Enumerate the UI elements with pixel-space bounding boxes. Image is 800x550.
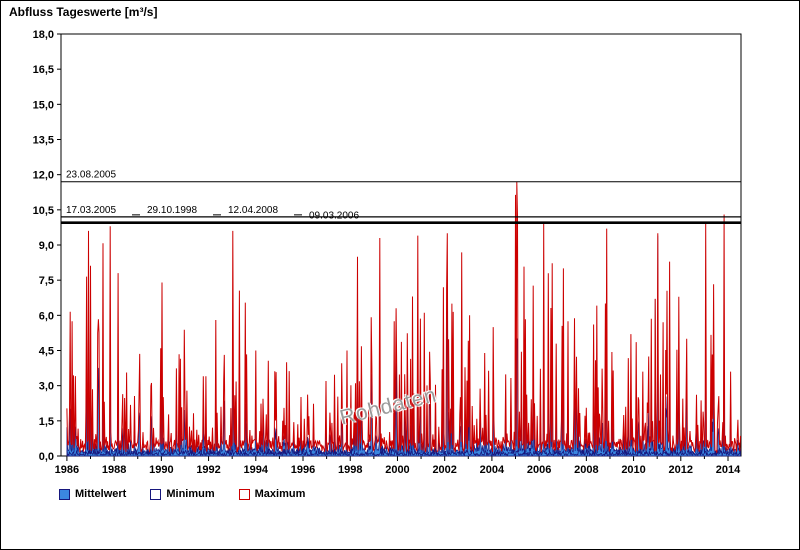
x-tick-label: 1992 (196, 464, 220, 476)
x-tick-label: 2010 (621, 464, 645, 476)
x-tick-label: 2006 (527, 464, 551, 476)
chart-title: Abfluss Tageswerte [m³/s] (9, 5, 158, 19)
x-tick-label: 1996 (291, 464, 315, 476)
legend-label-mittelwert: Mittelwert (75, 488, 127, 500)
legend-item-minimum: Minimum (150, 488, 215, 500)
y-tick-label: 9,0 (39, 240, 54, 252)
y-tick-label: 1,5 (39, 416, 54, 428)
maximum-swatch-icon (238, 488, 250, 500)
x-tick-label: 1990 (149, 464, 173, 476)
annotation-label: 29.10.1998 (147, 205, 197, 216)
maximum-series (66, 181, 741, 454)
x-tick-label: 2012 (669, 464, 693, 476)
y-tick-label: 12,0 (33, 170, 54, 182)
mittelwert-swatch-icon (59, 488, 70, 500)
minimum-swatch-icon (150, 488, 162, 500)
y-tick-label: 16,5 (33, 64, 54, 76)
legend-label-minimum: Minimum (166, 488, 215, 500)
x-tick-label: 2004 (480, 464, 505, 476)
annotation-label: 17.03.2005 (66, 205, 116, 216)
x-tick-label: 2014 (716, 464, 741, 476)
x-tick-label: 2002 (432, 464, 456, 476)
x-tick-label: 1994 (244, 464, 269, 476)
annotation-label: 23.08.2005 (66, 170, 116, 181)
annotation-label: 12.04.2008 (228, 205, 278, 216)
y-tick-label: 18,0 (33, 29, 54, 41)
annotation-label: 09.03.2006 (309, 211, 359, 222)
y-tick-label: 4,5 (39, 346, 54, 358)
x-tick-label: 1998 (338, 464, 362, 476)
x-tick-label: 2008 (574, 464, 598, 476)
y-tick-label: 15,0 (33, 99, 54, 111)
legend-item-maximum: Maximum (238, 488, 306, 500)
y-tick-label: 10,5 (33, 205, 54, 217)
y-tick-label: 6,0 (39, 310, 54, 322)
legend-item-mittelwert: Mittelwert (59, 488, 126, 500)
y-tick-label: 0,0 (39, 451, 54, 463)
x-tick-label: 2000 (385, 464, 409, 476)
minimum-series (66, 447, 741, 457)
x-tick-label: 1988 (102, 464, 126, 476)
x-tick-label: 1986 (55, 464, 79, 476)
y-tick-label: 7,5 (39, 275, 54, 287)
y-tick-label: 13,5 (33, 135, 54, 147)
legend-label-maximum: Maximum (254, 488, 306, 500)
chart-legend: Mittelwert Minimum Maximum (59, 488, 305, 500)
y-tick-label: 3,0 (39, 381, 54, 393)
